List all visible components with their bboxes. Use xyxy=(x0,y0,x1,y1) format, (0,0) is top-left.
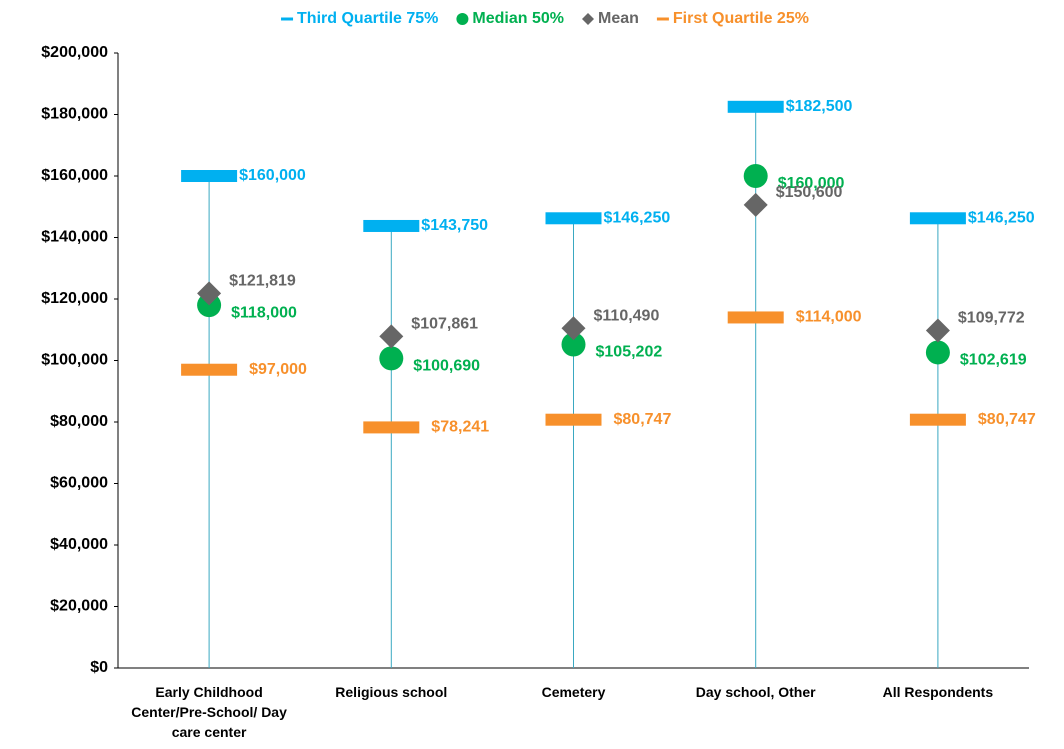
value-label: $110,490 xyxy=(594,307,660,324)
y-tick-label: $0 xyxy=(90,659,108,676)
quartile-bar xyxy=(727,311,784,324)
value-label: $80,747 xyxy=(978,411,1036,428)
value-label: $107,861 xyxy=(411,316,478,333)
legend-marker xyxy=(582,13,595,25)
median-dot xyxy=(379,346,404,371)
mean-diamond xyxy=(197,281,222,306)
value-label: $160,000 xyxy=(239,167,306,184)
x-tick-label: Day school, Other xyxy=(695,684,816,700)
x-tick-label: Cemetery xyxy=(541,684,606,700)
legend-label: Third Quartile 75% xyxy=(297,10,438,27)
legend-item: Mean xyxy=(582,10,639,27)
quartile-bar xyxy=(909,212,966,225)
x-tick-label: Religious school xyxy=(335,684,448,700)
legend-label: Mean xyxy=(598,10,639,27)
legend-marker xyxy=(456,13,469,25)
mean-diamond xyxy=(379,324,404,349)
mean-diamond xyxy=(561,316,586,341)
x-tick-label: All Respondents xyxy=(882,684,994,700)
quartile-bar xyxy=(181,363,238,376)
quartile-bar xyxy=(363,219,420,232)
quartile-bar xyxy=(909,413,966,426)
value-label: $146,250 xyxy=(968,210,1035,227)
y-tick-label: $200,000 xyxy=(41,44,108,61)
legend-marker xyxy=(656,17,669,21)
value-label: $100,690 xyxy=(413,358,480,375)
mean-diamond xyxy=(743,192,768,217)
median-dot xyxy=(925,340,950,365)
value-label: $80,747 xyxy=(614,411,672,428)
legend-item: Third Quartile 75% xyxy=(281,10,438,27)
value-label: $114,000 xyxy=(796,309,862,326)
median-dot xyxy=(561,332,586,357)
quartile-bar xyxy=(363,421,420,434)
legend-label: First Quartile 25% xyxy=(673,10,809,27)
legend-item: Median 50% xyxy=(456,10,564,27)
y-tick-label: $60,000 xyxy=(50,475,108,492)
y-tick-label: $80,000 xyxy=(50,413,108,430)
value-label: $105,202 xyxy=(596,344,663,361)
y-tick-label: $20,000 xyxy=(50,598,108,615)
legend-marker xyxy=(281,17,294,21)
mean-diamond xyxy=(925,318,950,343)
y-tick-label: $140,000 xyxy=(41,229,108,246)
y-tick-label: $120,000 xyxy=(41,290,108,307)
value-label: $118,000 xyxy=(231,304,297,321)
value-label: $143,750 xyxy=(421,217,488,234)
value-label: $146,250 xyxy=(604,210,671,227)
y-tick-label: $160,000 xyxy=(41,167,108,184)
legend-item: First Quartile 25% xyxy=(656,10,809,27)
y-tick-label: $180,000 xyxy=(41,106,108,123)
quartile-bar xyxy=(727,100,784,113)
y-tick-label: $100,000 xyxy=(41,352,108,369)
value-label: $182,500 xyxy=(786,98,853,115)
value-label: $150,600 xyxy=(776,184,843,201)
value-label: $102,619 xyxy=(960,352,1027,369)
x-tick-label: Early Childhood Center/Pre-School/ Day c… xyxy=(131,684,287,740)
value-label: $109,772 xyxy=(958,310,1025,327)
quartile-bar xyxy=(545,212,602,225)
median-dot xyxy=(743,164,768,188)
quartile-bar xyxy=(181,170,238,182)
y-tick-label: $40,000 xyxy=(50,536,108,553)
value-label: $97,000 xyxy=(249,361,307,378)
quartile-bar xyxy=(545,413,602,426)
legend-label: Median 50% xyxy=(472,10,564,27)
value-label: $78,241 xyxy=(431,419,489,436)
value-label: $121,819 xyxy=(229,273,296,290)
value-label: $160,000 xyxy=(778,175,845,192)
